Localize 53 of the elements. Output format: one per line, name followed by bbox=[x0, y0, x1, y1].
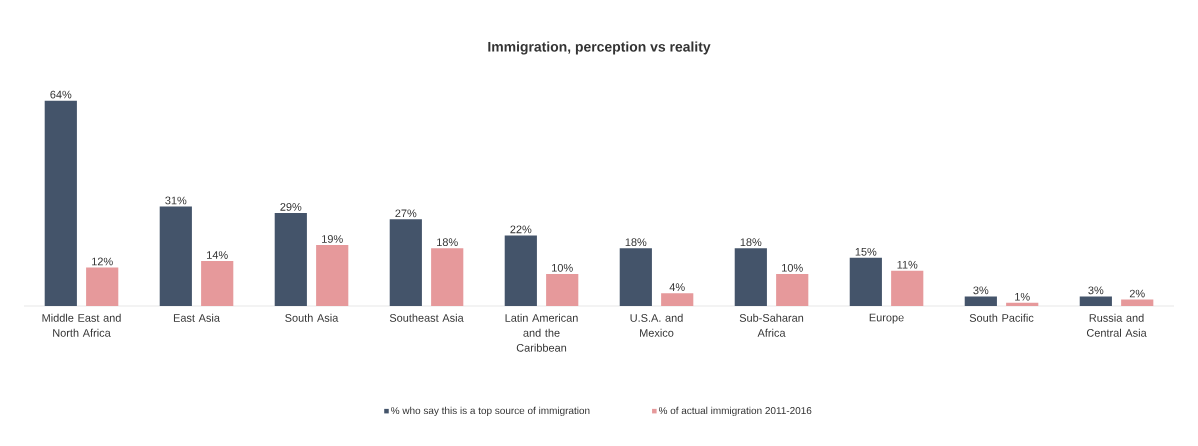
bar bbox=[661, 293, 694, 306]
bar bbox=[1079, 296, 1112, 306]
data-label: 18% bbox=[625, 238, 647, 247]
data-label: 12% bbox=[92, 257, 113, 266]
bar bbox=[1121, 299, 1154, 306]
data-label: 3% bbox=[1088, 286, 1104, 295]
bar bbox=[316, 245, 349, 306]
x-tick-label: Latin American and the Caribbean bbox=[505, 313, 578, 352]
data-label: 19% bbox=[322, 235, 343, 243]
x-tick-label: South Pacific bbox=[969, 313, 1034, 322]
x-tick-label: South Asia bbox=[285, 313, 339, 322]
legend-label: % of actual immigration 2011-2016 bbox=[658, 406, 812, 417]
data-label: 1% bbox=[1015, 292, 1030, 301]
bar bbox=[44, 100, 77, 306]
data-label: 18% bbox=[437, 238, 458, 247]
x-tick-label: Europe bbox=[869, 313, 904, 324]
x-tick-label: Southeast Asia bbox=[389, 313, 464, 322]
data-label: 14% bbox=[207, 251, 228, 259]
chart-title: Immigration, perception vs reality bbox=[488, 41, 711, 55]
x-tick-label: U.S.A. and Mexico bbox=[630, 313, 683, 337]
data-label: 3% bbox=[973, 286, 989, 295]
data-label: 64% bbox=[50, 90, 72, 99]
bar bbox=[159, 206, 192, 306]
bar bbox=[964, 296, 997, 306]
data-label: 11% bbox=[897, 260, 918, 269]
bar bbox=[504, 235, 537, 306]
bar bbox=[86, 267, 119, 306]
data-label: 15% bbox=[855, 247, 877, 256]
bar bbox=[201, 261, 234, 306]
data-label: 2% bbox=[1129, 289, 1145, 298]
bar bbox=[619, 248, 652, 306]
bar bbox=[389, 219, 422, 306]
bar bbox=[1006, 302, 1039, 306]
data-label: 18% bbox=[740, 238, 762, 247]
data-label: 10% bbox=[552, 263, 573, 272]
bar bbox=[849, 257, 882, 306]
bar bbox=[546, 273, 579, 306]
data-label: 10% bbox=[782, 263, 803, 272]
data-label: 4% bbox=[669, 283, 685, 291]
bar bbox=[431, 248, 464, 306]
bar bbox=[274, 212, 307, 306]
bar bbox=[891, 270, 924, 306]
legend-label: % who say this is a top source of immigration bbox=[391, 406, 590, 417]
x-tick-label: East Asia bbox=[173, 313, 220, 322]
data-label: 22% bbox=[510, 225, 532, 234]
x-tick-label: Russia and Central Asia bbox=[1086, 313, 1147, 337]
data-label: 29% bbox=[280, 203, 302, 211]
data-label: 27% bbox=[395, 209, 417, 218]
x-tick-label: Sub-Saharan Africa bbox=[739, 313, 804, 337]
bar bbox=[776, 273, 809, 306]
data-label: 31% bbox=[165, 196, 187, 205]
x-tick-label: Middle East and North Africa bbox=[42, 313, 121, 337]
bar bbox=[734, 248, 767, 306]
